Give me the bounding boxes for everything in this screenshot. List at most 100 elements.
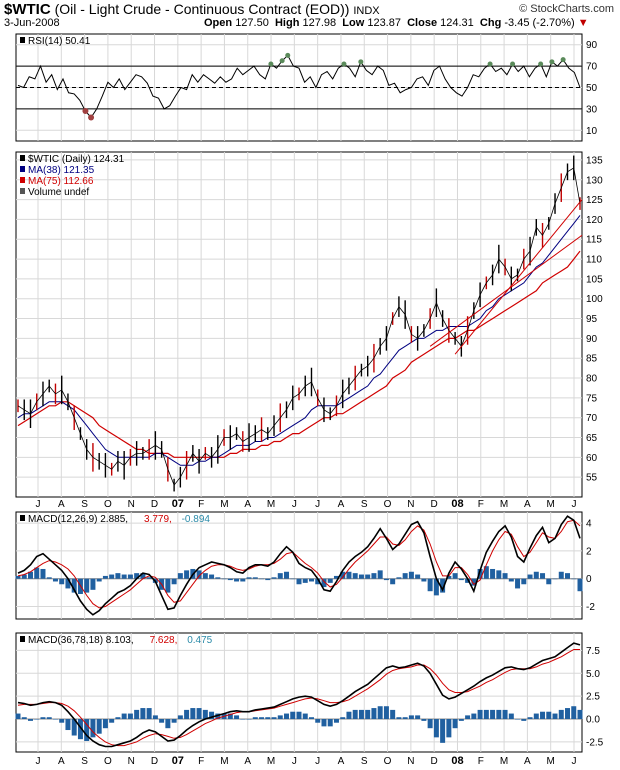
month-label: A	[524, 756, 531, 767]
macd1-histogram-bar	[21, 574, 27, 579]
macd2-histogram-bar	[408, 715, 414, 720]
macd1-histogram-bar	[321, 578, 327, 588]
macd2-histogram-bar	[340, 717, 346, 720]
macd2-histogram-bar	[365, 709, 371, 720]
macd2-histogram-bar	[440, 719, 446, 743]
rsi-legend: RSI(14) 50.41	[28, 36, 91, 47]
price-ytick-label: 60	[586, 453, 598, 464]
macd2-histogram-bar	[84, 719, 90, 742]
price-ytick-label: 120	[586, 215, 603, 226]
macd2-histogram-bar	[377, 706, 383, 720]
macd1-histogram-bar	[65, 578, 71, 589]
macd1-ytick-label: 4	[586, 519, 592, 530]
macd1-histogram-bar	[246, 577, 252, 579]
price-legend-swatch	[20, 177, 25, 183]
month-label: M	[220, 756, 228, 767]
macd2-histogram-bar	[483, 709, 489, 720]
price-legend-entry: MA(75) 112.66	[28, 176, 94, 187]
macd2-histogram-bar	[284, 713, 290, 720]
month-label: D	[151, 499, 158, 510]
macd2-ytick-label: 0.0	[586, 715, 600, 726]
price-line	[17, 167, 581, 486]
exchange: INDX	[353, 5, 380, 17]
macd2-histogram-bar	[327, 719, 333, 727]
rsi-overbought-mark	[487, 61, 493, 67]
rsi-overbought-mark	[538, 61, 544, 67]
macd1-histogram-bar	[427, 578, 433, 592]
month-label: A	[524, 499, 531, 510]
macd1-histogram-bar	[365, 574, 371, 579]
chg-label: Chg	[479, 17, 502, 29]
macd1-histogram-bar	[565, 573, 571, 579]
macd2-histogram-bar	[346, 711, 352, 720]
macd1-histogram-bar	[477, 568, 483, 579]
macd1-histogram-bar	[540, 573, 546, 579]
month-label: J	[292, 499, 297, 510]
rsi-overbought-mark	[285, 52, 291, 58]
open-label: Open	[204, 17, 233, 29]
macd1-histogram-bar	[265, 578, 271, 581]
month-label: D	[431, 756, 438, 767]
macd2-histogram-bar	[390, 709, 396, 720]
rsi-overbought-mark	[279, 58, 285, 64]
month-label: A	[338, 756, 345, 767]
macd1-histogram-bar	[496, 570, 502, 579]
macd1-histogram-bar	[346, 571, 352, 579]
price-legend-swatch	[20, 188, 25, 194]
macd2-histogram-bar	[433, 719, 439, 738]
macd2-histogram-bar	[265, 717, 271, 720]
price-ytick-label: 85	[586, 354, 598, 365]
macd2-histogram-bar	[427, 719, 433, 729]
macd2-histogram-bar	[302, 713, 308, 720]
macd2-histogram-bar	[515, 719, 521, 720]
macd2-histogram-bar	[352, 709, 358, 720]
macd1-histogram-bar	[358, 574, 364, 579]
macd2-histogram-bar	[502, 709, 508, 720]
macd2-histogram-bar	[315, 719, 321, 723]
macd2-ytick-label: -2.5	[586, 737, 604, 748]
macd2-histogram-bar	[296, 711, 302, 720]
rsi-oversold-mark	[82, 108, 89, 115]
month-label: N	[128, 756, 135, 767]
macd1-histogram-bar	[96, 578, 102, 582]
macd2-histogram-bar	[527, 717, 533, 720]
macd1-ytick-label: 0	[586, 574, 592, 585]
ohlc-summary: Open 127.50 High 127.98 Low 123.87 Close…	[204, 17, 589, 29]
price-ytick-label: 100	[586, 294, 603, 305]
month-label: O	[104, 756, 112, 767]
month-label: F	[198, 756, 204, 767]
macd2-histogram-bar	[171, 719, 177, 723]
macd2-histogram-bar	[552, 713, 558, 720]
macd2-histogram-bar	[540, 711, 546, 720]
macd1-macd-line	[17, 515, 581, 616]
macd2-histogram-bar	[333, 719, 339, 723]
trendline-upper	[454, 199, 583, 355]
macd1-histogram-bar	[252, 577, 258, 579]
close-value: 124.31	[440, 17, 474, 29]
macd1-histogram-bar	[290, 578, 296, 580]
price-ytick-label: 135	[586, 155, 603, 166]
price-ytick-label: 65	[586, 433, 598, 444]
macd2-histogram-bar	[277, 715, 283, 720]
macd2-histogram-bar	[240, 719, 246, 720]
open-value: 127.50	[235, 17, 269, 29]
month-label: A	[58, 499, 65, 510]
macd2-ytick-label: 2.5	[586, 692, 600, 703]
rsi-overbought-mark	[510, 61, 516, 67]
macd2-histogram-bar	[571, 706, 577, 720]
month-label: M	[547, 756, 555, 767]
rsi-ytick-label: 10	[586, 126, 598, 137]
macd1-histogram-bar	[508, 578, 514, 582]
macd1-histogram-bar	[446, 575, 452, 579]
rsi-ytick-label: 90	[586, 40, 598, 51]
macd2-histogram-bar	[196, 708, 202, 720]
macd1-histogram-bar	[134, 573, 140, 579]
rsi-ytick-label: 70	[586, 62, 598, 73]
rsi-line	[17, 54, 581, 119]
price-legend-entry: Volume undef	[28, 187, 89, 198]
macd1-histogram-bar	[502, 573, 508, 579]
macd2-histogram-bar	[383, 706, 389, 720]
macd1-histogram-bar	[577, 578, 583, 592]
instrument-name: (Oil - Light Crude - Continuous Contract…	[54, 1, 350, 17]
macd1-histogram-bar	[27, 571, 33, 579]
